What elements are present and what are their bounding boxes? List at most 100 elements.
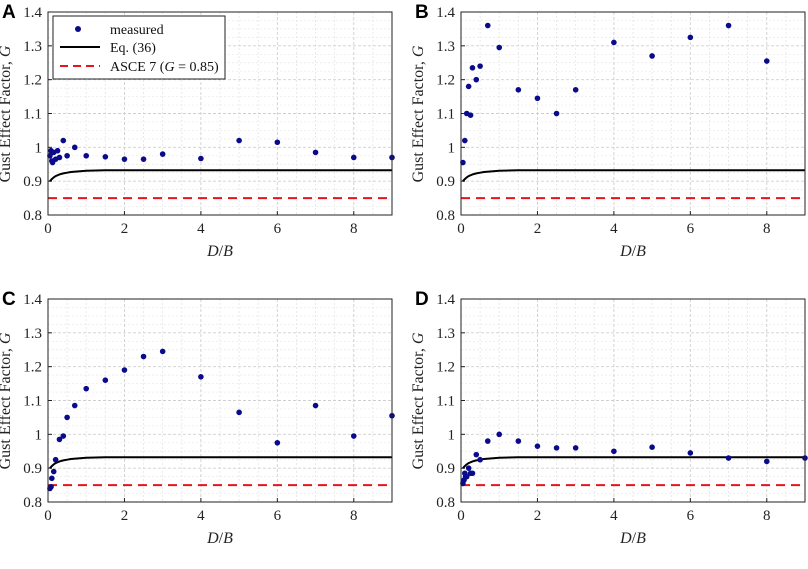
measured-point (121, 156, 128, 162)
x-label-b: B (636, 530, 646, 547)
measured-point (350, 433, 357, 439)
measured-point (462, 137, 468, 144)
y-tick-label: 1.4 (436, 5, 455, 21)
y-tick-label: 1.2 (436, 360, 455, 376)
y-tick-label: 0.9 (23, 461, 42, 477)
measured-point (484, 22, 491, 29)
legend-label-measured: measured (110, 23, 164, 38)
y-label-var: G (0, 332, 14, 344)
x-tick-label: 8 (350, 508, 358, 524)
x-tick-labels: 0 2 4 6 8 (44, 508, 357, 524)
measured-point (64, 414, 70, 421)
y-tick-label: 0.9 (436, 174, 455, 190)
x-tick-label: 8 (763, 508, 771, 524)
x-tick-labels: 0 2 4 6 8 (457, 221, 770, 237)
x-tick-label: 8 (350, 221, 358, 237)
y-tick-label: 1.3 (436, 326, 455, 342)
measured-point (56, 436, 63, 443)
measured-point (159, 348, 166, 355)
measured-point (140, 156, 147, 162)
axes-frame (460, 298, 806, 503)
y-axis-label: Gust Effect Factor, G (0, 45, 14, 182)
x-tick-label: 6 (274, 508, 282, 524)
y-label-var: G (0, 45, 14, 57)
y-tick-label: 1.4 (23, 5, 42, 21)
y-tick-label: 0.9 (23, 174, 42, 190)
measured-point (572, 445, 579, 451)
measured-point (71, 144, 78, 151)
measured-point (465, 83, 472, 90)
y-tick-labels: 0.8 0.9 1 1.1 1.2 1.3 1.4 (436, 5, 455, 224)
measured-point (159, 151, 166, 157)
legend-asce7-suffix: = 0.85) (175, 60, 219, 75)
y-tick-label: 1.4 (23, 292, 42, 308)
measured-point (274, 139, 281, 146)
y-tick-label: 1 (35, 140, 43, 156)
legend-label-asce7: ASCE 7 (G = 0.85) (110, 60, 219, 75)
measured-point (484, 438, 491, 444)
measured-point (477, 456, 483, 463)
x-tick-label: 4 (610, 221, 618, 237)
x-tick-label: 6 (687, 221, 695, 237)
x-tick-label: 0 (457, 508, 465, 524)
measured-point (350, 154, 357, 161)
measured-point (83, 385, 90, 392)
y-tick-label: 1.3 (436, 39, 455, 55)
measured-point (312, 149, 319, 156)
y-axis-label: Gust Effect Factor, G (410, 45, 427, 182)
x-label-d: D (619, 243, 632, 260)
eq36-curve (462, 456, 805, 469)
legend-label-eq36: Eq. (36) (110, 41, 156, 56)
axes-frame (47, 11, 393, 216)
y-tick-label: 1 (448, 140, 456, 156)
x-axis-label: D/B (619, 243, 646, 260)
measured-point (465, 465, 472, 471)
measured-points (47, 137, 395, 166)
axes-frame (47, 298, 393, 503)
y-tick-label: 1.3 (23, 39, 42, 55)
y-label-prefix: Gust Effect Factor, (0, 344, 14, 469)
y-label-var: G (410, 45, 427, 57)
y-label-prefix: Gust Effect Factor, (410, 57, 427, 182)
y-axis-label: Gust Effect Factor, G (0, 332, 14, 469)
y-axis-label: Gust Effect Factor, G (410, 332, 427, 469)
measured-point (71, 402, 78, 409)
panel-letter: D (415, 289, 429, 310)
measured-point (312, 402, 319, 409)
panel-letter: C (2, 289, 16, 310)
panel-c: C 0.8 0.9 1 1.1 1.2 1.3 1.4 0 2 4 6 8 D/B Gust Eff… (0, 289, 395, 547)
x-tick-label: 8 (763, 221, 771, 237)
eq36-curve (49, 169, 392, 182)
legend-marker-measured (75, 26, 81, 32)
measured-point (534, 443, 541, 449)
measured-point (473, 451, 480, 458)
measured-point (496, 44, 503, 51)
measured-point (49, 475, 55, 482)
x-label-d: D (206, 243, 219, 260)
measured-point (198, 374, 204, 380)
measured-point (50, 468, 57, 475)
series-lines (48, 456, 392, 487)
x-tick-label: 2 (534, 221, 542, 237)
measured-point (198, 155, 204, 162)
y-tick-label: 1.1 (436, 107, 455, 123)
eq36-curve (49, 456, 392, 469)
measured-point (236, 409, 242, 416)
measured-point (496, 431, 503, 438)
x-tick-label: 4 (610, 508, 618, 524)
y-tick-label: 0.8 (436, 208, 455, 224)
y-tick-label: 0.8 (436, 495, 455, 511)
y-tick-label: 1.1 (23, 394, 42, 410)
x-tick-label: 6 (274, 221, 282, 237)
measured-point (274, 439, 281, 446)
measured-point (725, 22, 732, 29)
grid (460, 11, 805, 216)
measured-point (611, 448, 617, 455)
y-tick-label: 1.1 (23, 107, 42, 123)
measured-point (52, 456, 59, 463)
x-tick-labels: 0 2 4 6 8 (457, 508, 770, 524)
measured-point (553, 110, 560, 117)
